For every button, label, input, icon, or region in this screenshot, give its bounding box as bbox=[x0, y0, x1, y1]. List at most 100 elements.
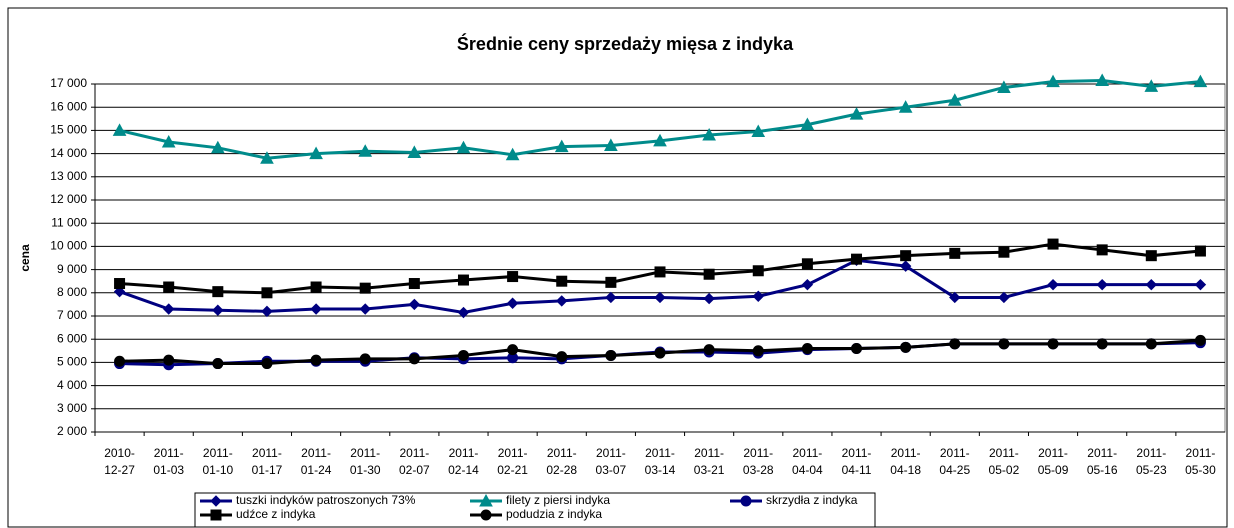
x-tick-label-line: 2011- bbox=[891, 446, 921, 460]
marker bbox=[309, 146, 323, 160]
x-tick-label-line: 05-16 bbox=[1087, 463, 1118, 477]
x-tick-label-line: 2011- bbox=[1136, 446, 1166, 460]
legend-label: skrzydła z indyka bbox=[766, 493, 858, 507]
marker bbox=[1096, 278, 1108, 291]
x-tick-label-line: 2011- bbox=[350, 446, 380, 460]
x-tick-label-line: 03-28 bbox=[743, 463, 774, 477]
y-tick-label: 4 000 bbox=[57, 378, 87, 392]
marker bbox=[703, 344, 715, 356]
marker bbox=[1194, 245, 1206, 257]
marker bbox=[1194, 334, 1206, 346]
marker bbox=[605, 291, 617, 304]
marker bbox=[604, 138, 618, 151]
x-tick-label-line: 04-11 bbox=[842, 463, 872, 477]
x-tick-label: 2011- 04-04 bbox=[792, 446, 823, 477]
x-tick-label-line: 2011- bbox=[989, 446, 1019, 460]
marker bbox=[554, 139, 569, 153]
y-tick-label: 7 000 bbox=[57, 308, 87, 322]
marker bbox=[162, 303, 175, 315]
marker bbox=[261, 358, 273, 370]
x-tick-label-line: 2011- bbox=[203, 446, 233, 460]
marker bbox=[212, 286, 224, 298]
x-tick-label: 2011- 04-11 bbox=[842, 446, 872, 477]
y-tick-label: 15 000 bbox=[50, 123, 87, 137]
marker bbox=[1047, 338, 1059, 350]
x-tick-label: 2011- 01-24 bbox=[301, 446, 332, 477]
marker bbox=[654, 291, 666, 304]
marker bbox=[210, 140, 225, 154]
marker bbox=[556, 295, 568, 307]
x-tick-label-line: 2011- bbox=[743, 446, 773, 460]
marker bbox=[801, 342, 813, 354]
marker bbox=[949, 338, 961, 350]
marker bbox=[210, 509, 222, 521]
x-tick-label-line: 01-10 bbox=[202, 463, 233, 477]
y-tick-label: 16 000 bbox=[50, 99, 87, 113]
marker bbox=[506, 297, 519, 309]
y-axis-label: cena bbox=[18, 244, 32, 272]
y-tick-label: 6 000 bbox=[57, 331, 87, 345]
marker bbox=[359, 353, 371, 365]
x-tick-label-line: 04-04 bbox=[792, 463, 823, 477]
legend-label: podudzia z indyka bbox=[506, 507, 602, 521]
x-tick-label: 2010- 12-27 bbox=[104, 446, 135, 477]
x-tick-label-line: 2011- bbox=[547, 446, 577, 460]
x-tick-label-line: 2011- bbox=[1087, 446, 1117, 460]
x-tick-label-line: 03-14 bbox=[645, 463, 676, 477]
marker bbox=[457, 349, 469, 361]
x-tick-label: 2011- 02-14 bbox=[448, 446, 479, 477]
x-tick-label-line: 2011- bbox=[596, 446, 626, 460]
marker bbox=[261, 305, 273, 318]
marker bbox=[507, 344, 519, 356]
marker bbox=[752, 345, 764, 357]
marker bbox=[900, 341, 912, 353]
marker bbox=[752, 290, 764, 302]
marker bbox=[310, 303, 322, 315]
x-tick-label-line: 2011- bbox=[399, 446, 429, 460]
marker bbox=[210, 495, 222, 507]
marker bbox=[1193, 74, 1208, 88]
marker bbox=[900, 250, 912, 262]
marker bbox=[1096, 244, 1108, 256]
marker bbox=[1144, 79, 1159, 92]
marker bbox=[1145, 278, 1158, 291]
x-tick-label-line: 2011- bbox=[498, 446, 528, 460]
x-tick-label: 2011- 05-23 bbox=[1136, 446, 1167, 477]
x-tick-label-line: 05-30 bbox=[1185, 463, 1216, 477]
marker bbox=[1095, 73, 1110, 87]
y-tick-label: 11 000 bbox=[51, 215, 87, 229]
x-tick-label-line: 03-21 bbox=[694, 463, 725, 477]
x-tick-label-line: 2011- bbox=[1038, 446, 1068, 460]
x-tick-label-line: 2011- bbox=[154, 446, 184, 460]
legend-label: tuszki indyków patroszonych 73% bbox=[236, 493, 416, 507]
marker bbox=[505, 147, 520, 161]
marker bbox=[1145, 338, 1157, 350]
marker bbox=[163, 281, 175, 293]
x-tick-label-line: 01-03 bbox=[153, 463, 184, 477]
marker bbox=[998, 291, 1010, 304]
y-tick-label: 2 000 bbox=[57, 424, 87, 438]
x-tick-label-line: 04-18 bbox=[890, 463, 921, 477]
x-tick-label-line: 2011- bbox=[694, 446, 724, 460]
marker bbox=[653, 133, 667, 147]
x-tick-label-line: 2011- bbox=[301, 446, 331, 460]
marker bbox=[1046, 74, 1060, 88]
marker bbox=[801, 278, 814, 291]
y-tick-label: 13 000 bbox=[50, 169, 87, 183]
x-tick-label: 2011- 01-30 bbox=[350, 446, 381, 477]
x-tick-label: 2011- 03-14 bbox=[645, 446, 676, 477]
x-tick-label-line: 01-17 bbox=[252, 463, 283, 477]
x-tick-label-line: 05-02 bbox=[989, 463, 1020, 477]
x-tick-label-line: 2010- bbox=[104, 446, 135, 460]
marker bbox=[949, 247, 961, 259]
x-tick-label-line: 2011- bbox=[449, 446, 479, 460]
marker bbox=[112, 123, 127, 136]
marker bbox=[456, 140, 471, 154]
x-tick-label: 2011- 05-30 bbox=[1185, 446, 1216, 477]
y-tick-label: 17 000 bbox=[50, 76, 87, 90]
y-tick-label: 14 000 bbox=[50, 146, 87, 160]
marker bbox=[800, 117, 815, 131]
marker bbox=[556, 275, 568, 287]
marker bbox=[1047, 238, 1059, 250]
marker bbox=[457, 274, 469, 286]
